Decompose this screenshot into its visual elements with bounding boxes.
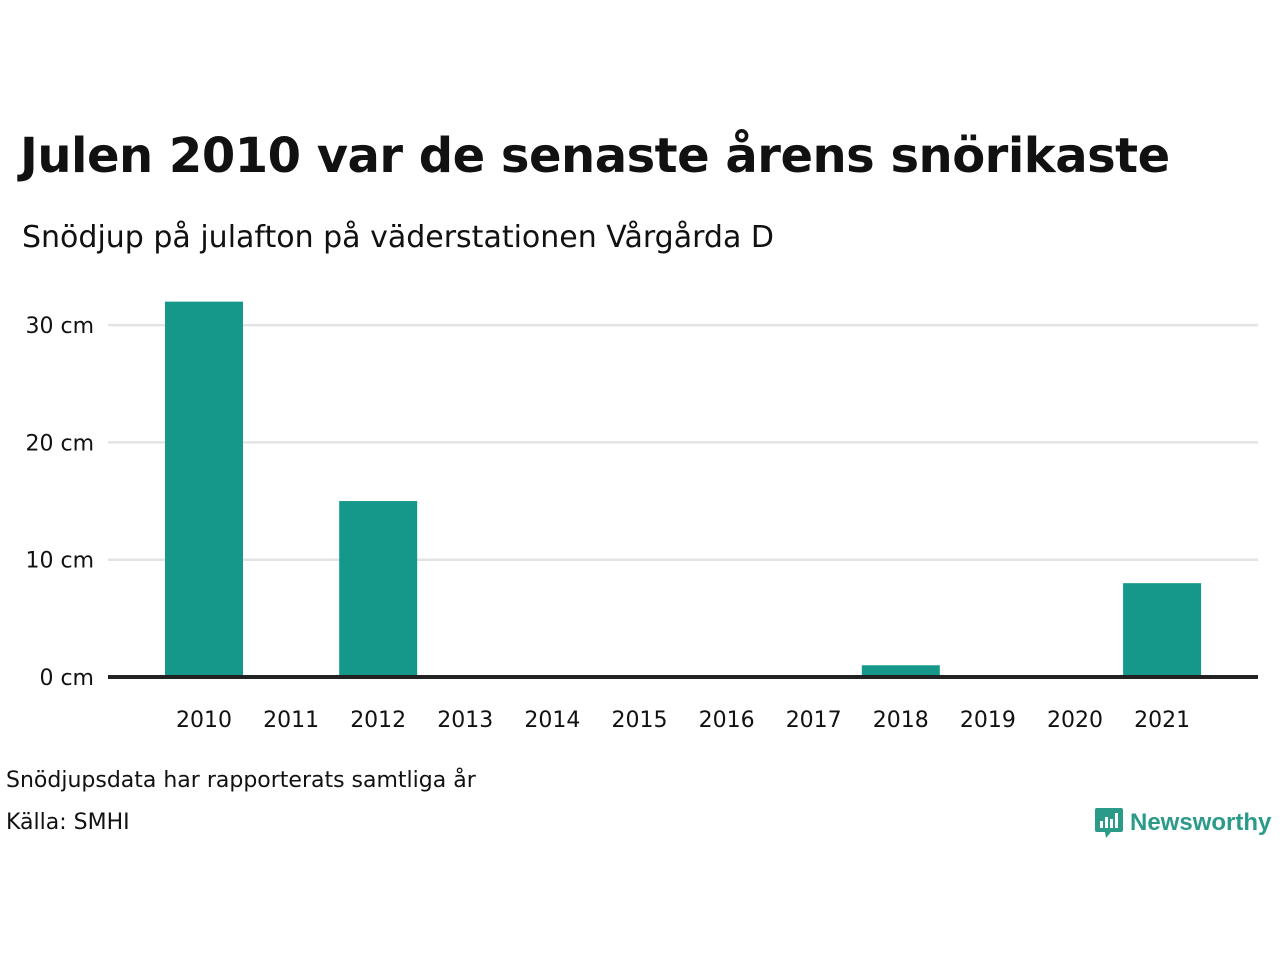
bar-chart: 0 cm 10 cm 20 cm 30 cm 2010 2011 2012 2013 2014 2… [25, 301, 1258, 733]
chart-source: Källa: SMHI [6, 810, 130, 835]
chart-subtitle: Snödjup på julafton på väderstationen Vå… [22, 220, 774, 255]
x-tick-label: 2018 [873, 708, 929, 733]
bar [861, 665, 940, 677]
x-tick-label: 2015 [612, 708, 668, 733]
x-tick-label: 2020 [1047, 708, 1103, 733]
y-tick-label: 30 cm [25, 314, 94, 339]
x-tick-label: 2019 [960, 708, 1016, 733]
x-tick-label: 2021 [1134, 708, 1190, 733]
chart-title: Julen 2010 var de senaste årens snörikas… [20, 128, 1170, 184]
y-tick-label: 0 cm [39, 666, 94, 691]
x-tick-label: 2016 [699, 708, 755, 733]
brand-logo: Newsworthy [1094, 806, 1271, 840]
x-tick-label: 2010 [176, 708, 232, 733]
x-tick-label: 2013 [437, 708, 493, 733]
bar [165, 301, 243, 677]
chart-footnote: Snödjupsdata har rapporterats samtliga å… [6, 768, 476, 793]
y-tick-label: 10 cm [25, 549, 94, 574]
bar [339, 501, 418, 677]
newsworthy-logo-icon [1095, 808, 1123, 838]
x-tick-label: 2014 [524, 708, 580, 733]
x-tick-label: 2017 [786, 708, 842, 733]
x-tick-label: 2012 [350, 708, 406, 733]
brand-name: Newsworthy [1130, 809, 1272, 836]
x-tick-label: 2011 [263, 708, 319, 733]
y-tick-label: 20 cm [25, 431, 94, 456]
bar [1123, 583, 1202, 677]
